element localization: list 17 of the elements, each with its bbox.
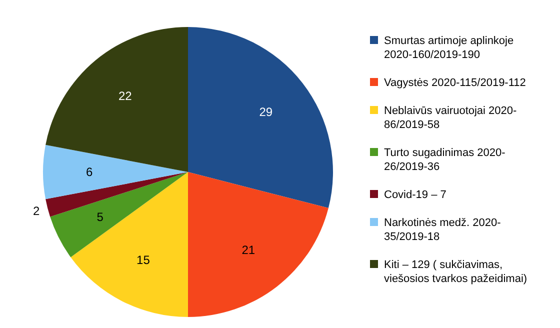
- legend-label: Smurtas artimoje aplinkoje 2020-160/2019-190: [384, 34, 514, 61]
- legend-label: Covid-19 – 7: [384, 188, 446, 201]
- legend-label: Kiti – 129 ( sukčiavimas, viešosios tvarkos pažeidimai): [384, 258, 528, 285]
- data-label: 5: [96, 210, 104, 224]
- pie-slice: [188, 172, 328, 317]
- legend-label: Turto sugadinimas 2020-26/2019-36: [384, 146, 506, 173]
- data-label: 22: [118, 89, 132, 104]
- data-label: 21: [242, 243, 256, 258]
- pie-slice: [43, 144, 188, 200]
- data-label: 2: [32, 204, 40, 218]
- legend-label: Neblaivūs vairuotojai 2020-86/2019-58: [384, 104, 518, 131]
- legend-label: Narkotinės medž. 2020-35/2019-18: [384, 216, 502, 243]
- data-label: 6: [86, 165, 94, 180]
- pie-slice: [188, 27, 333, 208]
- data-label: 29: [259, 104, 273, 119]
- legend-label: Vagystės 2020-115/2019-112: [384, 76, 526, 89]
- data-label: 15: [136, 253, 150, 268]
